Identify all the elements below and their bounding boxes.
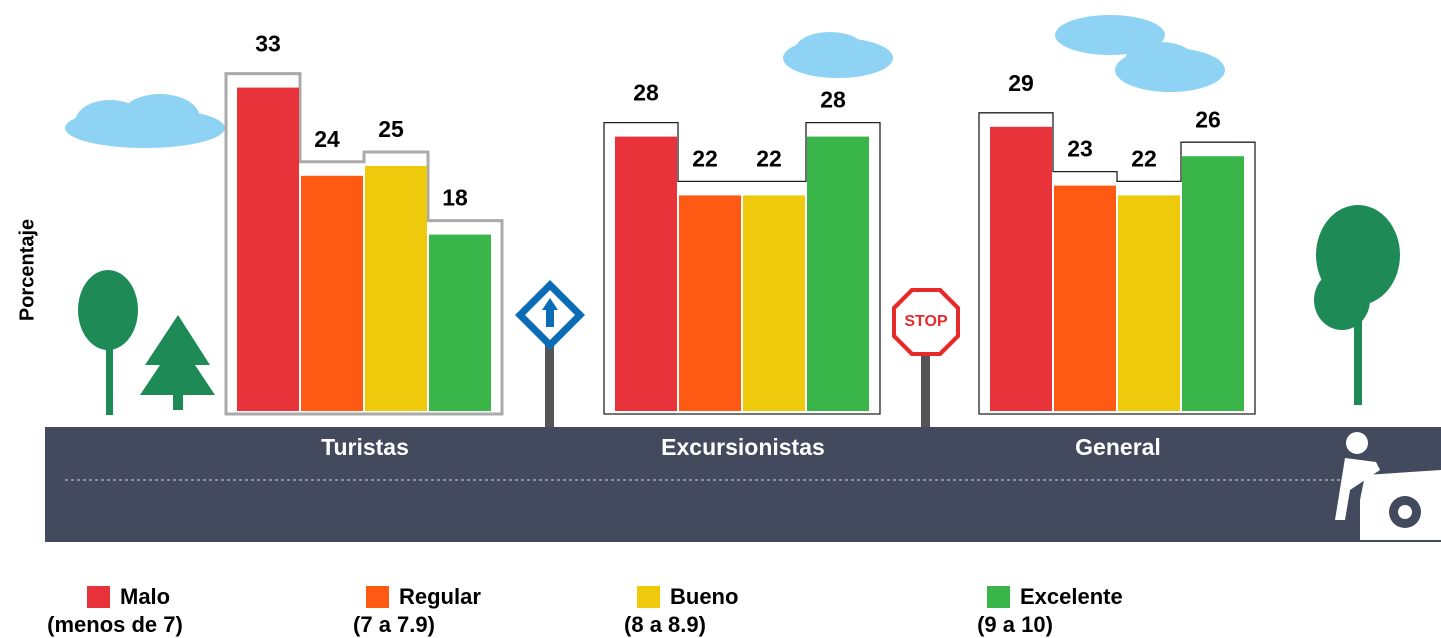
legend-label: Regular	[399, 584, 481, 609]
bar	[679, 195, 741, 411]
legend-swatch	[987, 586, 1010, 608]
legend-range: (9 a 10)	[977, 612, 1053, 637]
legend-swatch	[87, 586, 110, 608]
value-label: 18	[442, 185, 468, 211]
bar	[365, 166, 427, 411]
bar	[429, 234, 491, 411]
bar	[1182, 156, 1244, 411]
x-tick-label: General	[1075, 434, 1161, 460]
legend-label: Malo	[120, 584, 170, 609]
value-label: 24	[314, 126, 340, 152]
bar	[990, 126, 1052, 412]
legend-label: Excelente	[1020, 584, 1123, 609]
bar	[743, 195, 805, 411]
value-label: 33	[255, 31, 281, 57]
value-label: 28	[820, 87, 846, 113]
y-axis-label: Porcentaje	[16, 219, 38, 321]
group-outline	[224, 72, 504, 416]
svg-text:STOP: STOP	[904, 313, 948, 330]
bar	[237, 87, 299, 411]
legend-range: (7 a 7.9)	[353, 612, 435, 637]
bar	[1118, 195, 1180, 411]
x-tick-label: Excursionistas	[661, 434, 825, 460]
legend-swatch	[637, 586, 660, 608]
decoration: STOP	[45, 15, 1441, 542]
legend-swatch	[366, 586, 389, 608]
group-outline	[978, 112, 1256, 415]
value-label: 23	[1067, 136, 1093, 162]
value-label: 28	[633, 80, 659, 106]
bar	[1054, 185, 1116, 411]
x-tick-label: Turistas	[321, 434, 409, 460]
group-outline	[603, 121, 881, 415]
value-label: 22	[756, 145, 782, 171]
value-label: 22	[1131, 145, 1157, 171]
value-label: 22	[692, 145, 718, 171]
legend-range: (8 a 8.9)	[624, 612, 706, 637]
value-label: 29	[1008, 70, 1034, 96]
bar	[301, 175, 363, 411]
legend-range: (menos de 7)	[47, 612, 183, 637]
legend-label: Bueno	[670, 584, 738, 609]
value-label: 25	[378, 116, 404, 142]
value-label: 26	[1195, 106, 1221, 132]
bar	[807, 136, 869, 411]
bar	[615, 136, 677, 411]
